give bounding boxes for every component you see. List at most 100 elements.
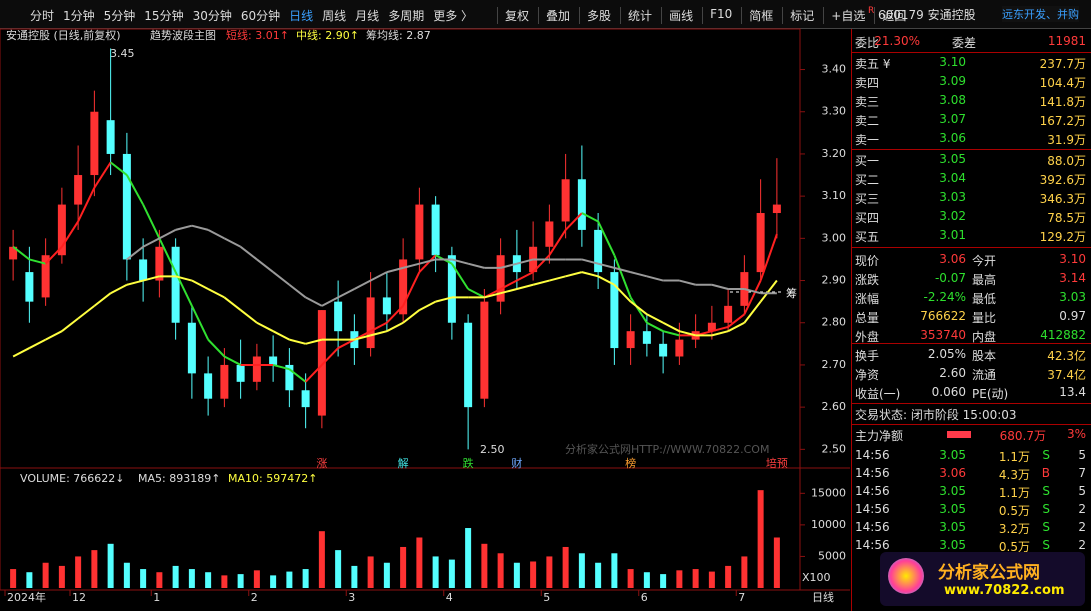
tool-button[interactable]: 多股 <box>579 7 611 24</box>
news[interactable]: 远东开发、并购 <box>1002 6 1079 22</box>
stat-value: 3.06 <box>939 252 966 266</box>
stat-value: 42.3亿 <box>1047 349 1086 363</box>
volume-label: VOLUME: 766622↓ <box>20 472 124 485</box>
bid-row: 买一 3.05 88.0万 <box>852 151 1090 169</box>
tool-button[interactable]: 返回 <box>874 7 906 24</box>
trade-time: 14:56 <box>855 520 890 534</box>
period-tab[interactable]: 更多 〉 <box>433 9 474 23</box>
tool-button[interactable]: 画线 <box>661 7 693 24</box>
stat-value: 0.97 <box>1059 309 1086 323</box>
level-price: 3.03 <box>939 190 966 204</box>
stat-value: 412882 <box>1040 328 1086 342</box>
candle-body <box>269 356 278 365</box>
ratio-cell: 委差 <box>952 36 977 50</box>
candle-body <box>187 322 196 374</box>
volume-bar <box>643 572 650 588</box>
candle-body <box>447 255 456 323</box>
stat-label: 收益(一) <box>855 387 901 401</box>
tool-button[interactable]: 简框 <box>741 7 773 24</box>
stat-row: 涨跌 -0.07 最高 3.14 <box>852 270 1090 288</box>
level-volume: 129.2万 <box>1039 230 1086 244</box>
tool-button[interactable]: 叠加 <box>538 7 570 24</box>
level-label: 卖四 <box>855 76 880 90</box>
kline-chart: 安通控股 (日线,前复权) 趋势波段主图 短线: 3.01↑ 中线: 2.90↑… <box>0 28 850 604</box>
level-volume: 167.2万 <box>1039 114 1086 128</box>
candle-body <box>90 111 99 176</box>
volume-bar <box>383 562 390 588</box>
separator <box>852 52 1091 53</box>
trade-time: 14:56 <box>855 484 890 498</box>
candle-body <box>415 204 424 260</box>
period-tab[interactable]: 多周期 <box>388 9 425 23</box>
indicator-line <box>581 212 599 223</box>
tool-buttons: 复权 叠加 多股 统计 画线 F10 简框 标记 +自选 返回 <box>497 7 906 24</box>
period-tab[interactable]: 周线 <box>322 9 347 23</box>
separator <box>852 247 1091 248</box>
indicator-line <box>613 254 632 298</box>
mid-line-label: 中线: 2.90↑ <box>296 28 359 42</box>
candle-body <box>74 175 83 205</box>
toolbar: 分时 1分钟 5分钟 15分钟 30分钟 60分钟 日线 周线 月线 多周期 更多 〉 复权 叠加 多股… <box>0 0 1091 29</box>
period-tab[interactable]: 分时 <box>30 9 55 23</box>
indicator-line <box>418 300 437 311</box>
indicator-line <box>435 296 453 303</box>
logo: 分析家公式网 www.70822.com <box>880 552 1085 606</box>
volume-bar <box>75 556 82 588</box>
tool-button[interactable]: 标记 <box>782 7 814 24</box>
indicator-line <box>77 187 96 222</box>
trade-count: 7 <box>1078 466 1086 480</box>
indicator-line <box>597 275 615 286</box>
level-price: 3.06 <box>939 131 966 145</box>
y-tick-label: 2.90 <box>822 274 847 287</box>
trade-volume: 0.5万 <box>998 540 1030 554</box>
period-tab[interactable]: 5分钟 <box>103 9 136 23</box>
indicator-line <box>305 296 323 307</box>
tool-button[interactable]: 复权 <box>497 7 529 24</box>
x-tick-label: 6 <box>641 591 648 604</box>
period-tab[interactable]: 日线 <box>289 9 314 23</box>
stat-label: 最高 <box>972 273 997 287</box>
stat-row: 现价 3.06 今开 3.10 <box>852 251 1090 269</box>
indicator-line <box>337 288 355 299</box>
tool-button[interactable]: 统计 <box>620 7 652 24</box>
flow-label: 主力净额 <box>855 429 904 443</box>
period-tab[interactable]: 1分钟 <box>63 9 95 23</box>
volume-bar <box>676 570 683 588</box>
ask-row: 卖一 3.06 31.9万 <box>852 130 1090 148</box>
stat-value: 2.05% <box>927 347 966 361</box>
ask-row: 卖二 3.07 167.2万 <box>852 111 1090 129</box>
indicator-line <box>223 296 242 311</box>
level-label: 买四 <box>855 211 880 225</box>
volume-bar <box>757 490 764 588</box>
volume-tick-label: 15000 <box>811 486 846 499</box>
stat-value: -0.07 <box>934 271 966 285</box>
candle-body <box>545 221 554 247</box>
volume-bar <box>432 556 439 588</box>
period-tab[interactable]: 月线 <box>355 9 380 23</box>
stat-row: 收益(一) 0.060 PE(动) 13.4 <box>852 384 1090 402</box>
period-tab[interactable]: 15分钟 <box>144 9 184 23</box>
level-price: 3.05 <box>939 152 966 166</box>
volume-bar <box>465 528 472 588</box>
period-tab[interactable]: 30分钟 <box>192 9 232 23</box>
tool-button[interactable]: +自选 <box>823 7 865 24</box>
indicator-line <box>744 288 761 295</box>
scale-label: X100 <box>802 571 831 584</box>
x-tick-label: 3 <box>348 591 355 604</box>
indicator-line <box>597 221 616 256</box>
period-tab[interactable]: 60分钟 <box>240 9 281 23</box>
stat-label: 量比 <box>972 311 997 325</box>
volume-bar <box>172 565 179 588</box>
indicator-line <box>402 271 421 307</box>
trade-volume: 0.5万 <box>998 504 1030 518</box>
volume-bar <box>156 572 163 588</box>
volume-bar <box>578 553 585 588</box>
trade-time: 14:56 <box>855 466 890 480</box>
order-ratio: 委比 21.30% 委差 11981 <box>852 33 1090 51</box>
indicator-line <box>77 305 95 320</box>
stat-label: 外盘 <box>855 330 880 344</box>
tool-button[interactable]: F10 <box>702 7 732 24</box>
candle-body <box>756 213 765 273</box>
indicator-line <box>142 275 160 282</box>
indicator-line <box>126 245 144 261</box>
